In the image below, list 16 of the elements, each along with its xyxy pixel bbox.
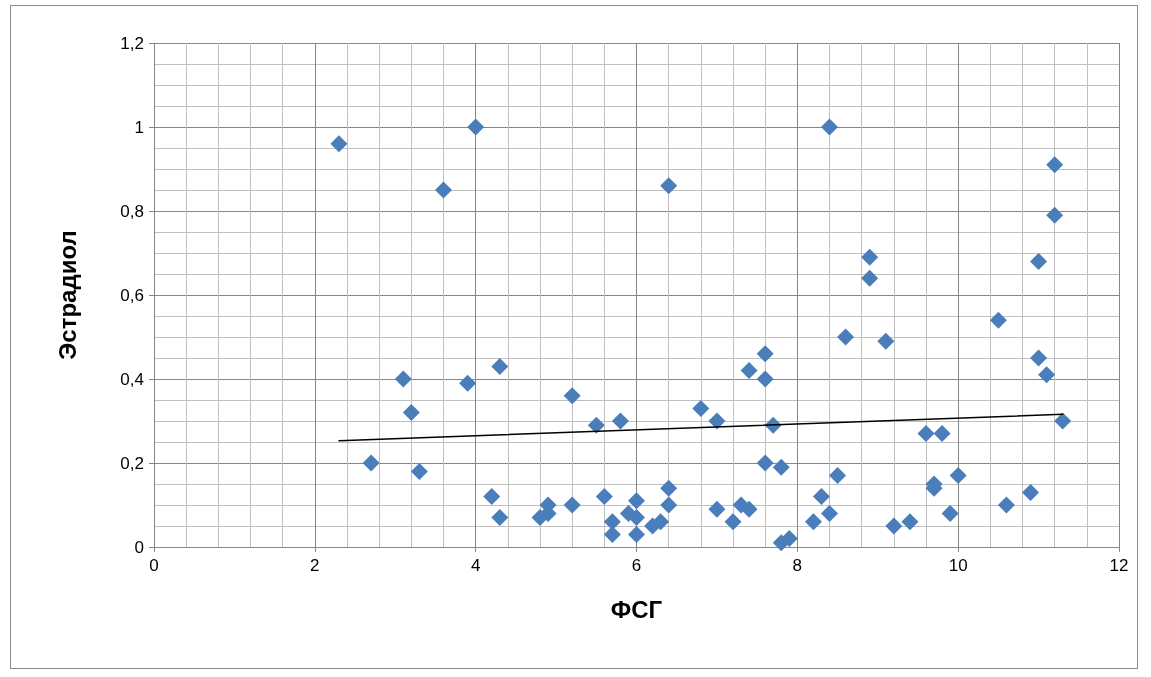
y-tick-label: 0,4 — [120, 369, 144, 389]
x-tick-label: 2 — [310, 556, 320, 575]
x-tick-label: 6 — [631, 556, 642, 575]
y-tick-label: 0,2 — [120, 453, 144, 473]
y-tick-label: 0,8 — [120, 201, 144, 221]
x-tick-label: 12 — [1109, 556, 1129, 575]
x-tick-label: 0 — [149, 556, 159, 575]
x-tick-label: 8 — [792, 556, 803, 575]
x-tick-label: 10 — [948, 556, 968, 575]
y-tick-label: 0 — [134, 537, 144, 557]
x-axis-title: ФСГ — [610, 595, 663, 623]
x-tick-label: 4 — [470, 556, 481, 575]
y-tick-label: 1,2 — [120, 33, 144, 53]
y-tick-label: 1 — [134, 117, 144, 137]
y-axis-title: Эстрадиол — [53, 230, 81, 360]
y-tick-label: 0,6 — [120, 285, 144, 305]
